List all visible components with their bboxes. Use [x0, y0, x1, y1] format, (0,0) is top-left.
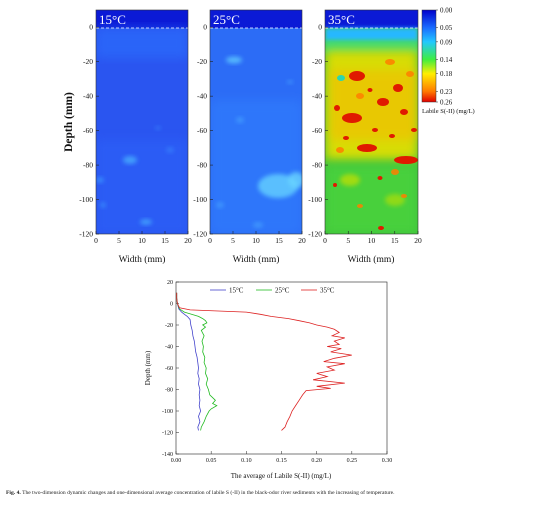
heatmap-x-label-1: Width (mm) [119, 254, 166, 265]
line-y-tick-label: -20 [165, 323, 173, 329]
line-chart-x-axis-label: The average of Labile S(-II) (mg/L) [231, 472, 332, 480]
line-x-tick-label: 0.25 [347, 458, 358, 464]
series-line-1 [176, 292, 218, 431]
line-chart-legend: 15°C 25°C 35°C [210, 287, 335, 295]
line-chart-y-axis-label: Depth (mm) [144, 350, 152, 385]
figure-caption-number: Fig. 4. [6, 490, 21, 496]
heatmap-x-tick-label: 10 [138, 236, 146, 245]
heatmap-y-tick-label: -120 [193, 230, 207, 239]
heatmap-y-tick-label: -100 [193, 195, 207, 204]
line-x-tick-label: 0.00 [171, 458, 182, 464]
legend-label-0: 15°C [229, 287, 244, 295]
colorbar-tick-label: 0.00 [440, 7, 453, 15]
line-y-tick-label: 20 [167, 280, 173, 286]
heatmap-x-tick-label: 20 [184, 236, 192, 245]
legend-label-2: 35°C [320, 287, 335, 295]
heatmap-x-tick-label: 20 [298, 236, 306, 245]
heatmap-y-tick-label: -80 [83, 161, 93, 170]
colorbar-tick-label: 0.14 [440, 56, 453, 64]
heatmap-x-tick-label: 5 [117, 236, 121, 245]
heatmap-y-axis-label: Depth (mm) [63, 92, 75, 152]
heatmap-y-tick-label: 0 [89, 23, 93, 32]
colorbar-ticks: 0.00 0.05 0.09 0.14 0.18 0.23 0.26 [436, 7, 453, 107]
heatmap-x-tick-label: 0 [323, 236, 327, 245]
heatmap-panel-25c [210, 10, 302, 234]
colorbar-tick-label: 0.05 [440, 24, 453, 32]
heatmap-y-tick-label: -60 [83, 126, 93, 135]
heatmap-y-tick-label: -40 [83, 92, 93, 101]
heatmap-y-tick-label: -100 [79, 195, 93, 204]
series-line-2 [176, 292, 352, 431]
heatmap-y-tick-label: -120 [79, 230, 93, 239]
line-y-tick-label: -120 [162, 431, 173, 437]
line-y-tick-label: 0 [170, 302, 173, 308]
series-line-0 [176, 292, 202, 431]
colorbar-label: Labile S(-II) (mg/L) [422, 108, 475, 115]
figure-caption: Fig. 4. The two-dimension dynamic change… [6, 490, 552, 497]
line-plot-frame [175, 281, 388, 455]
line-y-tick-label: -60 [165, 366, 173, 372]
heatmap-x-tick-label: 15 [391, 236, 399, 245]
line-y-tick-label: -40 [165, 345, 173, 351]
panel-labels: 15°C 25°C 35°C [99, 12, 355, 27]
heatmap-x-tick-label: 0 [208, 236, 212, 245]
colorbar-tick-label: 0.09 [440, 38, 453, 46]
heatmap-y-tick-label: 0 [203, 23, 207, 32]
colorbar [421, 9, 437, 103]
line-chart-series [176, 292, 352, 431]
line-x-tick-label: 0.15 [276, 458, 287, 464]
heatmap-x-label-2: Width (mm) [233, 254, 280, 265]
heatmap-x-tick-label: 15 [161, 236, 169, 245]
line-x-tick-label: 0.05 [206, 458, 217, 464]
heatmap-x-tick-label: 5 [231, 236, 235, 245]
panel-label-25c: 25°C [213, 12, 240, 27]
legend-label-1: 25°C [275, 287, 290, 295]
heatmap-panel-35c [325, 10, 418, 234]
heatmap-x-tick-label: 15 [275, 236, 283, 245]
line-y-tick-label: -140 [162, 452, 173, 458]
figure-caption-text: The two-dimension dynamic changes and on… [20, 490, 395, 496]
heatmap-y-tick-label: -60 [197, 126, 207, 135]
heatmap-y-tick-label: 0 [318, 23, 322, 32]
heatmap-y-tick-label: -20 [83, 57, 93, 66]
heatmap-y-tick-label: -20 [312, 57, 322, 66]
heatmap-y-tick-label: -40 [197, 92, 207, 101]
heatmap-y-tick-label: -40 [312, 92, 322, 101]
heatmap-x-tick-label: 5 [346, 236, 350, 245]
heatmap-y-tick-label: -120 [308, 230, 322, 239]
heatmap-y-tick-label: -60 [312, 126, 322, 135]
colorbar-tick-label: 0.23 [440, 88, 453, 96]
heatmap-x-tick-label: 10 [252, 236, 260, 245]
heatmap-x-tick-label: 20 [414, 236, 422, 245]
line-x-tick-label: 0.30 [382, 458, 393, 464]
heatmap-y-tick-label: -20 [197, 57, 207, 66]
heatmap-y-tick-label: -100 [308, 195, 322, 204]
line-x-tick-label: 0.20 [311, 458, 322, 464]
colorbar-tick-label: 0.18 [440, 70, 453, 78]
heatmap-y-tick-label: -80 [197, 161, 207, 170]
panel-label-35c: 35°C [328, 12, 355, 27]
heatmap-x-tick-label: 0 [94, 236, 98, 245]
heatmap-panel-15c [96, 10, 188, 234]
line-y-tick-label: -100 [162, 409, 173, 415]
colorbar-tick-label: 0.26 [440, 99, 453, 107]
line-x-tick-label: 0.10 [241, 458, 252, 464]
heatmap-x-tick-label: 10 [368, 236, 376, 245]
heatmap-y-tick-label: -80 [312, 161, 322, 170]
heatmap-x-label-3: Width (mm) [348, 254, 395, 265]
line-y-tick-label: -80 [165, 388, 173, 394]
panel-label-15c: 15°C [99, 12, 126, 27]
